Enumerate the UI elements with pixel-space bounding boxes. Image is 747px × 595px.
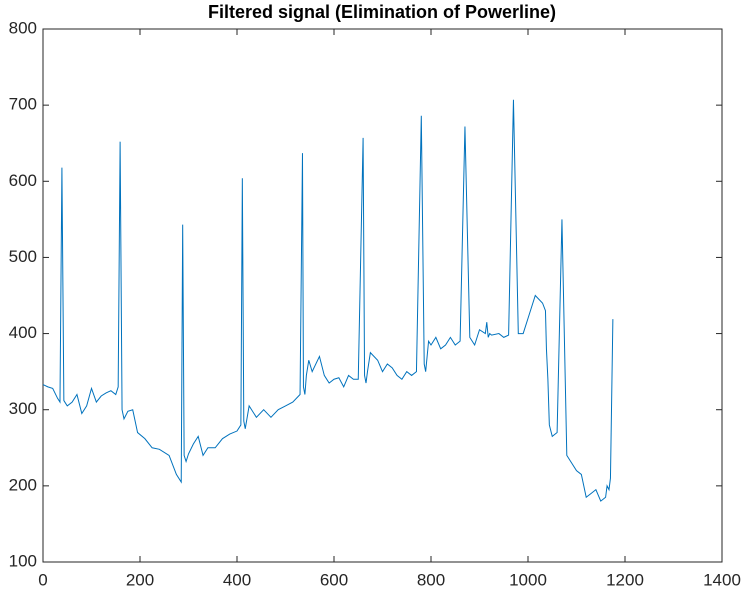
x-tick-label: 1400: [703, 570, 741, 589]
y-tick-label: 800: [9, 18, 37, 37]
y-tick-label: 100: [9, 551, 37, 570]
y-tick-label: 200: [9, 475, 37, 494]
y-tick-label: 500: [9, 247, 37, 266]
x-tick-label: 800: [417, 570, 445, 589]
x-tick-label: 1200: [606, 570, 644, 589]
y-tick-label: 600: [9, 171, 37, 190]
chart-title: Filtered signal (Elimination of Powerlin…: [208, 2, 556, 22]
x-tick-label: 400: [223, 570, 251, 589]
x-tick-label: 600: [320, 570, 348, 589]
plot-area: [42, 28, 723, 563]
y-tick-label: 400: [9, 323, 37, 342]
y-tick-label: 300: [9, 399, 37, 418]
x-tick-label: 0: [38, 570, 47, 589]
x-tick-label: 200: [126, 570, 154, 589]
y-tick-label: 700: [9, 95, 37, 114]
signal-line: [42, 99, 614, 502]
x-tick-label: 1000: [509, 570, 547, 589]
